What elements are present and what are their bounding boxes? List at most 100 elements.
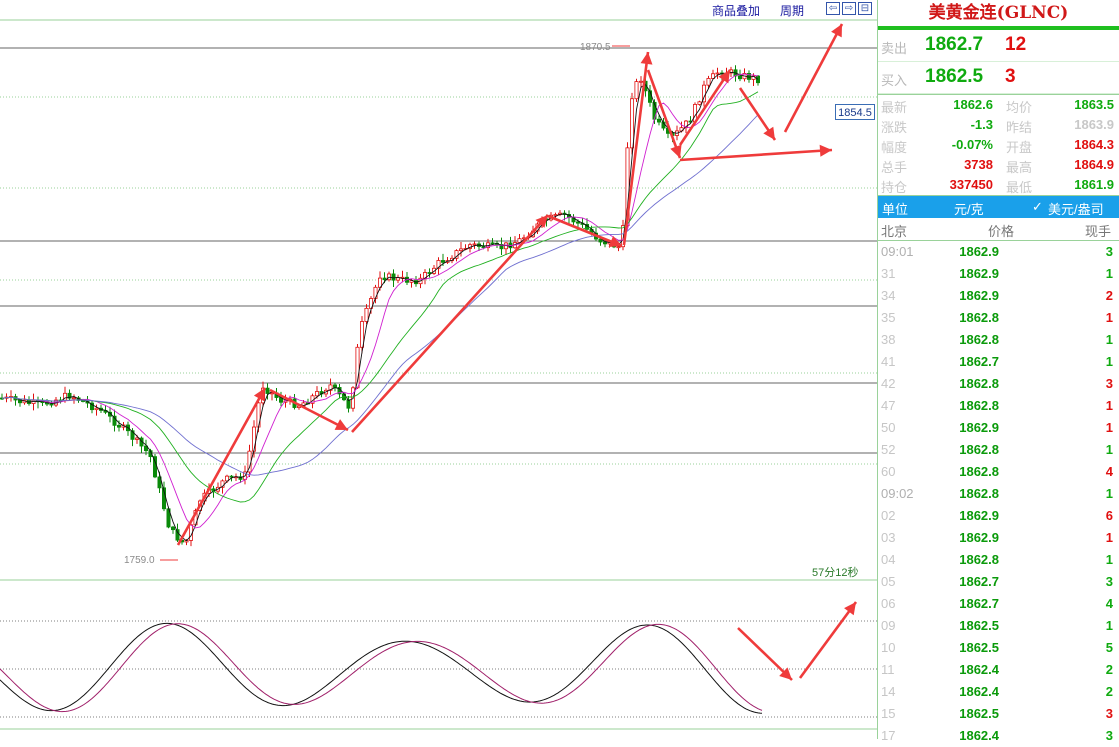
candle-body	[490, 242, 495, 245]
tick-volume: 1	[1105, 266, 1113, 281]
tick-price: 1862.9	[959, 508, 999, 523]
stat-value: 1863.5	[1074, 97, 1114, 112]
trend-arrow-line	[547, 214, 623, 248]
stat-value: -1.3	[970, 117, 993, 132]
candle-body	[715, 72, 720, 75]
unit-check-icon: ✓	[1032, 199, 1043, 214]
tick-list[interactable]: 09:01 1862.9 3 31 1862.9 1 34 1862.9 2 35 1862.8 1 3…	[878, 241, 1119, 747]
tick-time: 42	[881, 376, 896, 391]
oscillator-k-line	[0, 622, 763, 714]
trend-arrow-head	[253, 388, 265, 402]
sell-label: 卖出	[881, 41, 908, 56]
trend-arrow-line	[176, 387, 267, 546]
candle-body	[67, 392, 72, 399]
tick-row: 17 1862.4 3	[878, 725, 1119, 747]
overlay-commodity-link[interactable]: 商品叠加	[712, 4, 761, 18]
stat-label: 最高	[1006, 160, 1033, 175]
tick-price: 1862.4	[959, 728, 999, 743]
tick-volume: 2	[1105, 288, 1113, 303]
sell-quote-row[interactable]: 卖出 1862.7 12	[878, 30, 1119, 62]
tick-price: 1862.7	[959, 596, 999, 611]
tick-price: 1862.9	[959, 530, 999, 545]
tick-volume: 1	[1105, 486, 1113, 501]
trend-arrow-head	[718, 70, 730, 84]
stat-value: 3738	[964, 157, 993, 172]
trend-arrow-head	[334, 419, 348, 430]
candle-body	[634, 81, 639, 100]
tick-price: 1862.8	[959, 552, 999, 567]
tick-row: 35 1862.8 1	[878, 307, 1119, 329]
ma-line-black	[1, 71, 759, 542]
tick-time: 02	[881, 508, 896, 523]
stat-label: 幅度	[881, 140, 908, 155]
stat-label: 持仓	[881, 180, 908, 195]
trend-arrow-line	[269, 388, 349, 432]
stats-row: 总手 3738 最高 1864.9	[878, 155, 1119, 175]
trend-arrow-line	[646, 69, 682, 159]
tick-time: 34	[881, 288, 896, 303]
buy-volume: 3	[1005, 66, 1016, 87]
candle-body	[229, 475, 234, 478]
candle-body	[328, 384, 333, 391]
candle-body	[130, 430, 135, 440]
candle-body	[598, 238, 603, 243]
low-price-annotation: 1759.0	[124, 555, 155, 566]
candle-body	[630, 98, 635, 149]
tick-volume: 1	[1105, 442, 1113, 457]
stat-label: 涨跌	[881, 120, 908, 135]
stat-label: 总手	[881, 160, 908, 175]
candle-body	[224, 475, 229, 482]
tick-row: 10 1862.5 5	[878, 637, 1119, 659]
candle-body	[706, 78, 711, 86]
unit-usd-per-ounce[interactable]: 美元/盎司	[1048, 202, 1104, 217]
candle-body	[454, 250, 459, 259]
tick-price: 1862.8	[959, 486, 999, 501]
candle-body	[603, 241, 608, 245]
kline-chart[interactable]	[0, 0, 877, 739]
scroll-right-button[interactable]: ⇨	[842, 2, 856, 15]
stat-value: 1864.3	[1074, 137, 1114, 152]
candle-body	[684, 120, 689, 129]
tick-row: 47 1862.8 1	[878, 395, 1119, 417]
trend-arrow-head	[831, 24, 842, 38]
tick-volume: 1	[1105, 420, 1113, 435]
layout-toggle-button[interactable]: ⊟	[858, 2, 872, 15]
unit-bar: 单位 元/克 ✓ 美元/盎司	[878, 196, 1119, 218]
tick-volume: 1	[1105, 552, 1113, 567]
tick-row: 03 1862.9 1	[878, 527, 1119, 549]
tick-header-price: 价格	[988, 224, 1015, 239]
tick-time: 38	[881, 332, 896, 347]
tick-volume: 1	[1105, 332, 1113, 347]
bar-countdown: 57分12秒	[812, 567, 859, 579]
candle-body	[657, 118, 662, 123]
kline-chart-area[interactable]: 商品叠加 周期 ⇦ ⇨ ⊟ 1854.5 1870.5 1759.0 57分12…	[0, 0, 877, 739]
stat-label: 昨结	[1006, 120, 1033, 135]
tick-price: 1862.9	[959, 420, 999, 435]
candle-body	[639, 80, 644, 83]
scroll-left-button[interactable]: ⇦	[826, 2, 840, 15]
tick-row: 04 1862.8 1	[878, 549, 1119, 571]
tick-price: 1862.9	[959, 288, 999, 303]
candle-body	[49, 403, 54, 406]
tick-time: 60	[881, 464, 896, 479]
quote-panel: 美黄金连(GLNC) 卖出 1862.7 12 买入 1862.5 3 最新 18…	[877, 0, 1119, 743]
buy-quote-row[interactable]: 买入 1862.5 3	[878, 62, 1119, 94]
candle-body	[94, 407, 99, 411]
candle-body	[238, 476, 243, 480]
stat-label: 开盘	[1006, 140, 1033, 155]
trend-arrow-head	[670, 144, 682, 158]
tick-volume: 1	[1105, 398, 1113, 413]
tick-volume: 5	[1105, 640, 1113, 655]
period-link[interactable]: 周期	[780, 4, 805, 18]
tick-volume: 2	[1105, 684, 1113, 699]
tick-row: 06 1862.7 4	[878, 593, 1119, 615]
candle-body	[112, 415, 117, 426]
high-price-annotation: 1870.5	[580, 42, 611, 53]
stats-row: 幅度 -0.07% 开盘 1864.3	[878, 135, 1119, 155]
tick-time: 09	[881, 618, 896, 633]
unit-yuan-per-gram[interactable]: 元/克	[954, 202, 984, 217]
tick-volume: 3	[1105, 706, 1113, 721]
tick-time: 14	[881, 684, 896, 699]
trend-arrow-head	[640, 52, 653, 65]
candle-body	[134, 437, 139, 440]
